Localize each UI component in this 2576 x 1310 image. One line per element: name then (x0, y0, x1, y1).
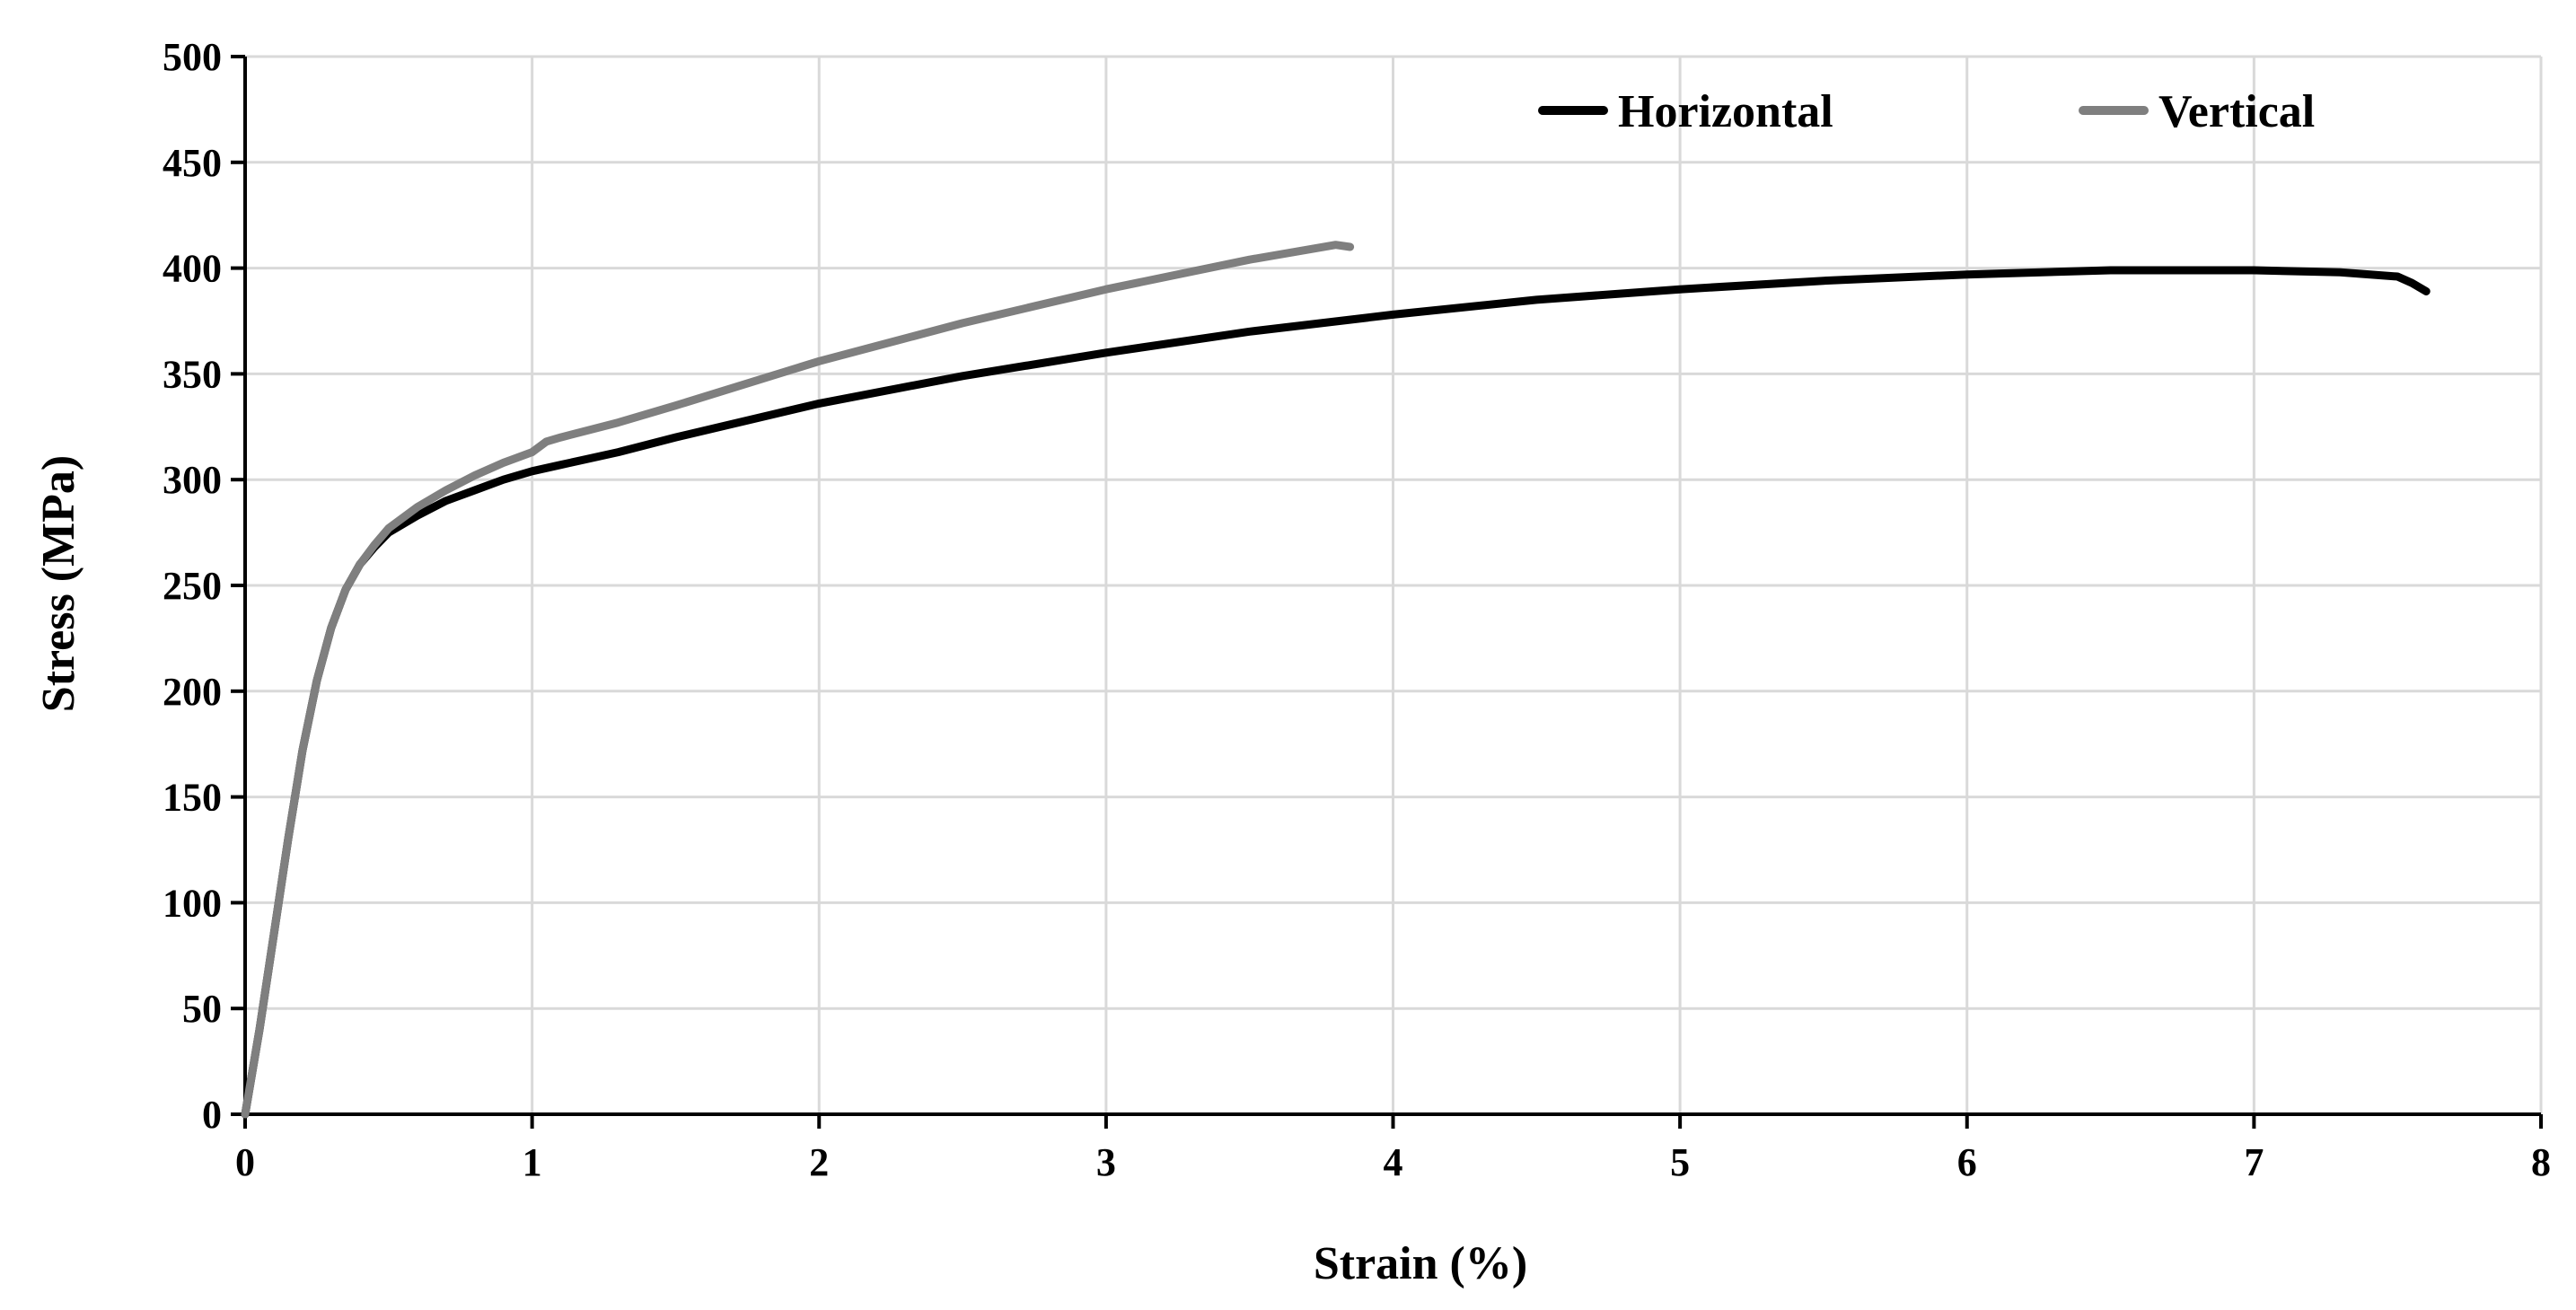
series-line-vertical (241, 241, 1355, 1119)
grid (245, 55, 2543, 1114)
legend: Horizontal Vertical (1538, 86, 2315, 137)
x-tick-label: 6 (1957, 1140, 1977, 1184)
x-tick-labels: 0 1 2 3 4 5 6 7 8 (235, 1140, 2551, 1184)
x-tick-label: 0 (235, 1140, 255, 1184)
x-tick-label: 1 (523, 1140, 542, 1184)
legend-label-horizontal: Horizontal (1618, 86, 1833, 137)
y-tick-label: 350 (163, 352, 222, 396)
x-tick-label: 3 (1096, 1140, 1116, 1184)
y-tick-label: 100 (163, 881, 222, 925)
y-tick-label: 500 (163, 35, 222, 79)
x-tick-label: 8 (2531, 1140, 2551, 1184)
legend-label-vertical: Vertical (2158, 86, 2315, 137)
series-lines (241, 241, 2431, 1119)
y-axis-title: Stress (MPa) (33, 455, 84, 712)
x-tick-label: 2 (809, 1140, 829, 1184)
y-tick-label: 450 (163, 141, 222, 185)
axes (231, 55, 2543, 1129)
x-tick-label: 4 (1384, 1140, 1403, 1184)
y-tick-label: 400 (163, 247, 222, 291)
y-tick-label: 250 (163, 564, 222, 608)
y-tick-label: 300 (163, 458, 222, 502)
x-tick-label: 5 (1670, 1140, 1690, 1184)
y-tick-labels: 0 50 100 150 200 250 300 350 400 450 500 (163, 35, 222, 1137)
x-axis-title: Strain (%) (1314, 1238, 1527, 1289)
y-tick-label: 0 (202, 1093, 222, 1137)
y-tick-label: 200 (163, 670, 222, 714)
y-tick-label: 50 (182, 987, 222, 1031)
x-tick-label: 7 (2244, 1140, 2264, 1184)
y-tick-label: 150 (163, 776, 222, 820)
